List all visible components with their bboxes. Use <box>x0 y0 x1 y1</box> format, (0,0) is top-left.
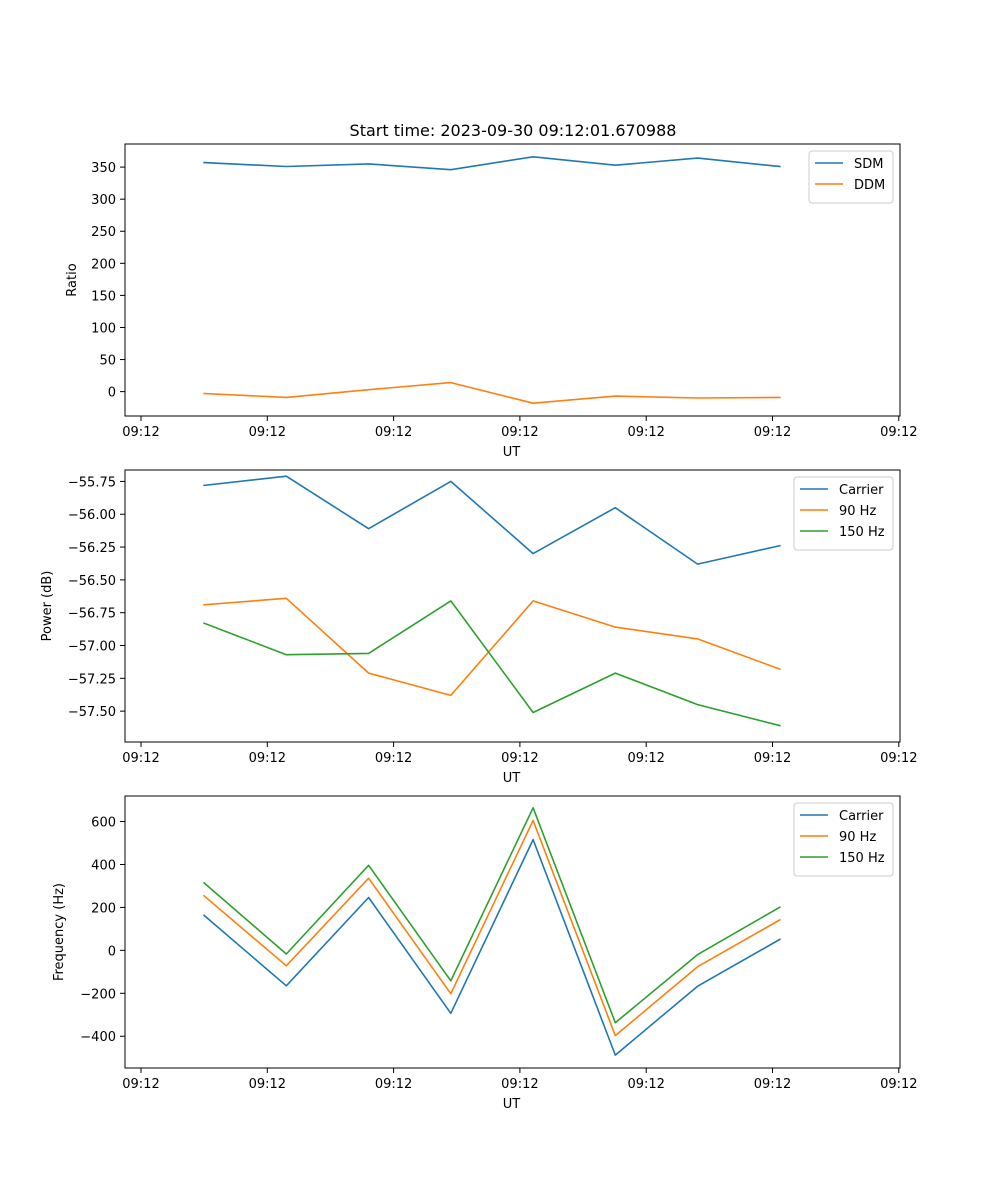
x-tick-label: 09:12 <box>880 425 917 440</box>
y-tick-label: −200 <box>80 987 116 1002</box>
legend-label: 150 Hz <box>839 525 885 540</box>
chart-2: 09:1209:1209:1209:1209:1209:1209:1209:13… <box>40 469 918 786</box>
x-tick-label: 09:12 <box>122 751 159 766</box>
x-axis-label: UT <box>503 445 521 460</box>
y-tick-label: −400 <box>80 1030 116 1045</box>
legend: Carrier 90 Hz 150 Hz <box>793 802 894 877</box>
y-tick-label: 300 <box>91 193 116 208</box>
series-line-150-hz <box>202 806 781 1024</box>
x-tick-label: 09:12 <box>501 751 538 766</box>
chart-3: 09:1209:1209:1209:1209:1209:1209:1209:13… <box>52 795 918 1112</box>
x-tick-label: 09:12 <box>249 1077 286 1092</box>
series-line-sdm <box>203 156 781 171</box>
y-axis-label: Power (dB) <box>40 571 55 642</box>
series-line-carrier <box>203 475 781 565</box>
x-tick-label: 09:12 <box>880 751 917 766</box>
x-tick-label: 09:12 <box>754 751 791 766</box>
y-tick-label: −56.25 <box>68 541 116 556</box>
x-tick-label: 09:12 <box>501 1077 538 1092</box>
legend-label: Carrier <box>839 809 884 824</box>
y-tick-label: 400 <box>91 858 116 873</box>
x-tick-label: 09:12 <box>375 751 412 766</box>
legend-label: 90 Hz <box>839 504 876 519</box>
y-axis-label: Frequency (Hz) <box>52 883 67 981</box>
y-tick-label: 0 <box>108 386 116 401</box>
series-line-ddm <box>203 381 781 405</box>
x-tick-label: 09:12 <box>249 425 286 440</box>
legend: Carrier 90 Hz 150 Hz <box>793 476 894 551</box>
x-tick-label: 09:12 <box>249 751 286 766</box>
x-tick-label: 09:12 <box>754 425 791 440</box>
series-line-90-hz <box>202 819 781 1037</box>
y-tick-label: −55.75 <box>68 475 116 490</box>
x-axis-label: UT <box>503 1097 521 1112</box>
y-tick-label: 350 <box>91 161 116 176</box>
x-tick-label: 09:12 <box>627 751 664 766</box>
series-line-150-hz <box>203 600 781 727</box>
axes-frame <box>124 469 901 743</box>
series-line-carrier <box>202 838 781 1056</box>
y-tick-label: −57.50 <box>68 705 116 720</box>
x-tick-label: 09:12 <box>122 425 159 440</box>
y-tick-label: 600 <box>91 816 116 831</box>
x-tick-label: 09:12 <box>627 1077 664 1092</box>
y-tick-label: 200 <box>91 901 116 916</box>
legend: SDM DDM <box>808 150 894 204</box>
x-tick-label: 09:12 <box>501 425 538 440</box>
y-tick-label: −57.00 <box>68 640 116 655</box>
y-tick-label: −57.25 <box>68 672 116 687</box>
y-tick-label: −56.50 <box>68 574 116 589</box>
y-tick-label: 150 <box>91 289 116 304</box>
x-tick-label: 09:12 <box>375 1077 412 1092</box>
legend-label: SDM <box>854 157 883 172</box>
y-tick-label: −56.00 <box>68 508 116 523</box>
legend-label: 90 Hz <box>839 830 876 845</box>
series-line-90-hz <box>203 597 781 697</box>
y-tick-label: 200 <box>91 257 116 272</box>
y-tick-label: 0 <box>108 944 116 959</box>
chart-1: 09:1209:1209:1209:1209:1209:1209:1209:13… <box>65 143 918 460</box>
y-tick-label: 100 <box>91 321 116 336</box>
axes-frame <box>124 795 901 1069</box>
y-axis-label: Ratio <box>65 263 80 296</box>
x-axis-label: UT <box>503 771 521 786</box>
x-tick-label: 09:12 <box>122 1077 159 1092</box>
x-tick-label: 09:12 <box>880 1077 917 1092</box>
y-tick-label: 50 <box>99 354 116 369</box>
legend-label: Carrier <box>839 483 884 498</box>
x-tick-label: 09:12 <box>627 425 664 440</box>
figure-title: Start time: 2023-09-30 09:12:01.670988 <box>350 121 677 140</box>
y-tick-label: 250 <box>91 225 116 240</box>
y-tick-label: −56.75 <box>68 607 116 622</box>
x-tick-label: 09:12 <box>754 1077 791 1092</box>
x-tick-label: 09:12 <box>375 425 412 440</box>
legend-label: 150 Hz <box>839 851 885 866</box>
legend-box <box>808 150 894 204</box>
legend-label: DDM <box>854 178 885 193</box>
axes-frame <box>124 143 901 417</box>
